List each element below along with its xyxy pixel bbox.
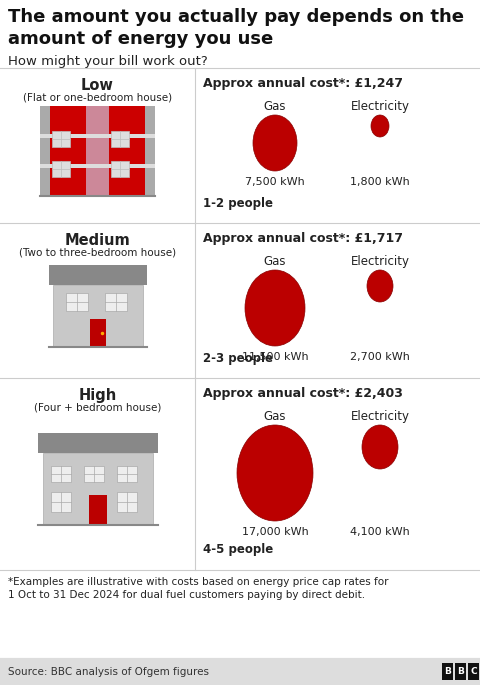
Polygon shape (455, 663, 466, 680)
Text: 2,700 kWh: 2,700 kWh (350, 352, 410, 362)
Polygon shape (0, 658, 480, 685)
Polygon shape (86, 105, 109, 195)
Text: 2-3 people: 2-3 people (203, 351, 273, 364)
Polygon shape (66, 292, 88, 310)
Text: 1,800 kWh: 1,800 kWh (350, 177, 410, 187)
Text: How might your bill work out?: How might your bill work out? (8, 55, 208, 68)
Polygon shape (117, 492, 137, 512)
Polygon shape (111, 161, 129, 177)
Polygon shape (40, 134, 155, 138)
Text: *Examples are illustrative with costs based on energy price cap rates for: *Examples are illustrative with costs ba… (8, 577, 388, 587)
Polygon shape (52, 284, 143, 347)
Text: 4-5 people: 4-5 people (203, 543, 273, 556)
Ellipse shape (371, 115, 389, 137)
Polygon shape (84, 466, 104, 482)
Text: Medium: Medium (65, 233, 131, 248)
Polygon shape (89, 319, 106, 347)
Polygon shape (51, 161, 70, 177)
Polygon shape (51, 466, 72, 482)
Text: (Two to three-bedroom house): (Two to three-bedroom house) (19, 247, 176, 257)
Text: 7,500 kWh: 7,500 kWh (245, 177, 305, 187)
Polygon shape (51, 131, 70, 147)
Polygon shape (0, 68, 195, 223)
Polygon shape (0, 223, 195, 378)
Text: Electricity: Electricity (350, 410, 409, 423)
Text: Source: BBC analysis of Ofgem figures: Source: BBC analysis of Ofgem figures (8, 667, 209, 677)
Text: Gas: Gas (264, 100, 286, 113)
Polygon shape (40, 164, 155, 168)
Text: The amount you actually pay depends on the
amount of energy you use: The amount you actually pay depends on t… (8, 8, 464, 47)
Polygon shape (88, 495, 107, 525)
Polygon shape (43, 453, 153, 525)
Polygon shape (0, 378, 195, 570)
Polygon shape (111, 131, 129, 147)
Polygon shape (37, 434, 157, 453)
Polygon shape (105, 292, 127, 310)
Text: Approx annual cost*: £1,717: Approx annual cost*: £1,717 (203, 232, 403, 245)
Ellipse shape (253, 115, 297, 171)
Polygon shape (468, 663, 479, 680)
Text: 11,500 kWh: 11,500 kWh (242, 352, 308, 362)
Polygon shape (40, 105, 155, 195)
Polygon shape (40, 105, 49, 195)
Polygon shape (51, 492, 72, 512)
Polygon shape (145, 105, 155, 195)
Polygon shape (0, 0, 480, 659)
Text: 1-2 people: 1-2 people (203, 197, 273, 210)
Text: C: C (470, 667, 477, 676)
Text: Gas: Gas (264, 410, 286, 423)
Text: Electricity: Electricity (350, 255, 409, 268)
Text: B: B (457, 667, 464, 676)
Polygon shape (48, 264, 146, 284)
Text: Approx annual cost*: £2,403: Approx annual cost*: £2,403 (203, 387, 403, 400)
Text: Electricity: Electricity (350, 100, 409, 113)
Ellipse shape (367, 270, 393, 302)
Text: (Flat or one-bedroom house): (Flat or one-bedroom house) (23, 92, 172, 102)
Text: Approx annual cost*: £1,247: Approx annual cost*: £1,247 (203, 77, 403, 90)
Text: 1 Oct to 31 Dec 2024 for dual fuel customers paying by direct debit.: 1 Oct to 31 Dec 2024 for dual fuel custo… (8, 590, 365, 600)
Polygon shape (117, 466, 137, 482)
Text: 4,100 kWh: 4,100 kWh (350, 527, 410, 537)
Ellipse shape (237, 425, 313, 521)
Ellipse shape (245, 270, 305, 346)
Text: Gas: Gas (264, 255, 286, 268)
Ellipse shape (362, 425, 398, 469)
Text: 17,000 kWh: 17,000 kWh (241, 527, 308, 537)
Text: Low: Low (81, 78, 114, 93)
Polygon shape (442, 663, 453, 680)
Text: High: High (78, 388, 117, 403)
Text: (Four + bedroom house): (Four + bedroom house) (34, 402, 161, 412)
Text: B: B (444, 667, 451, 676)
